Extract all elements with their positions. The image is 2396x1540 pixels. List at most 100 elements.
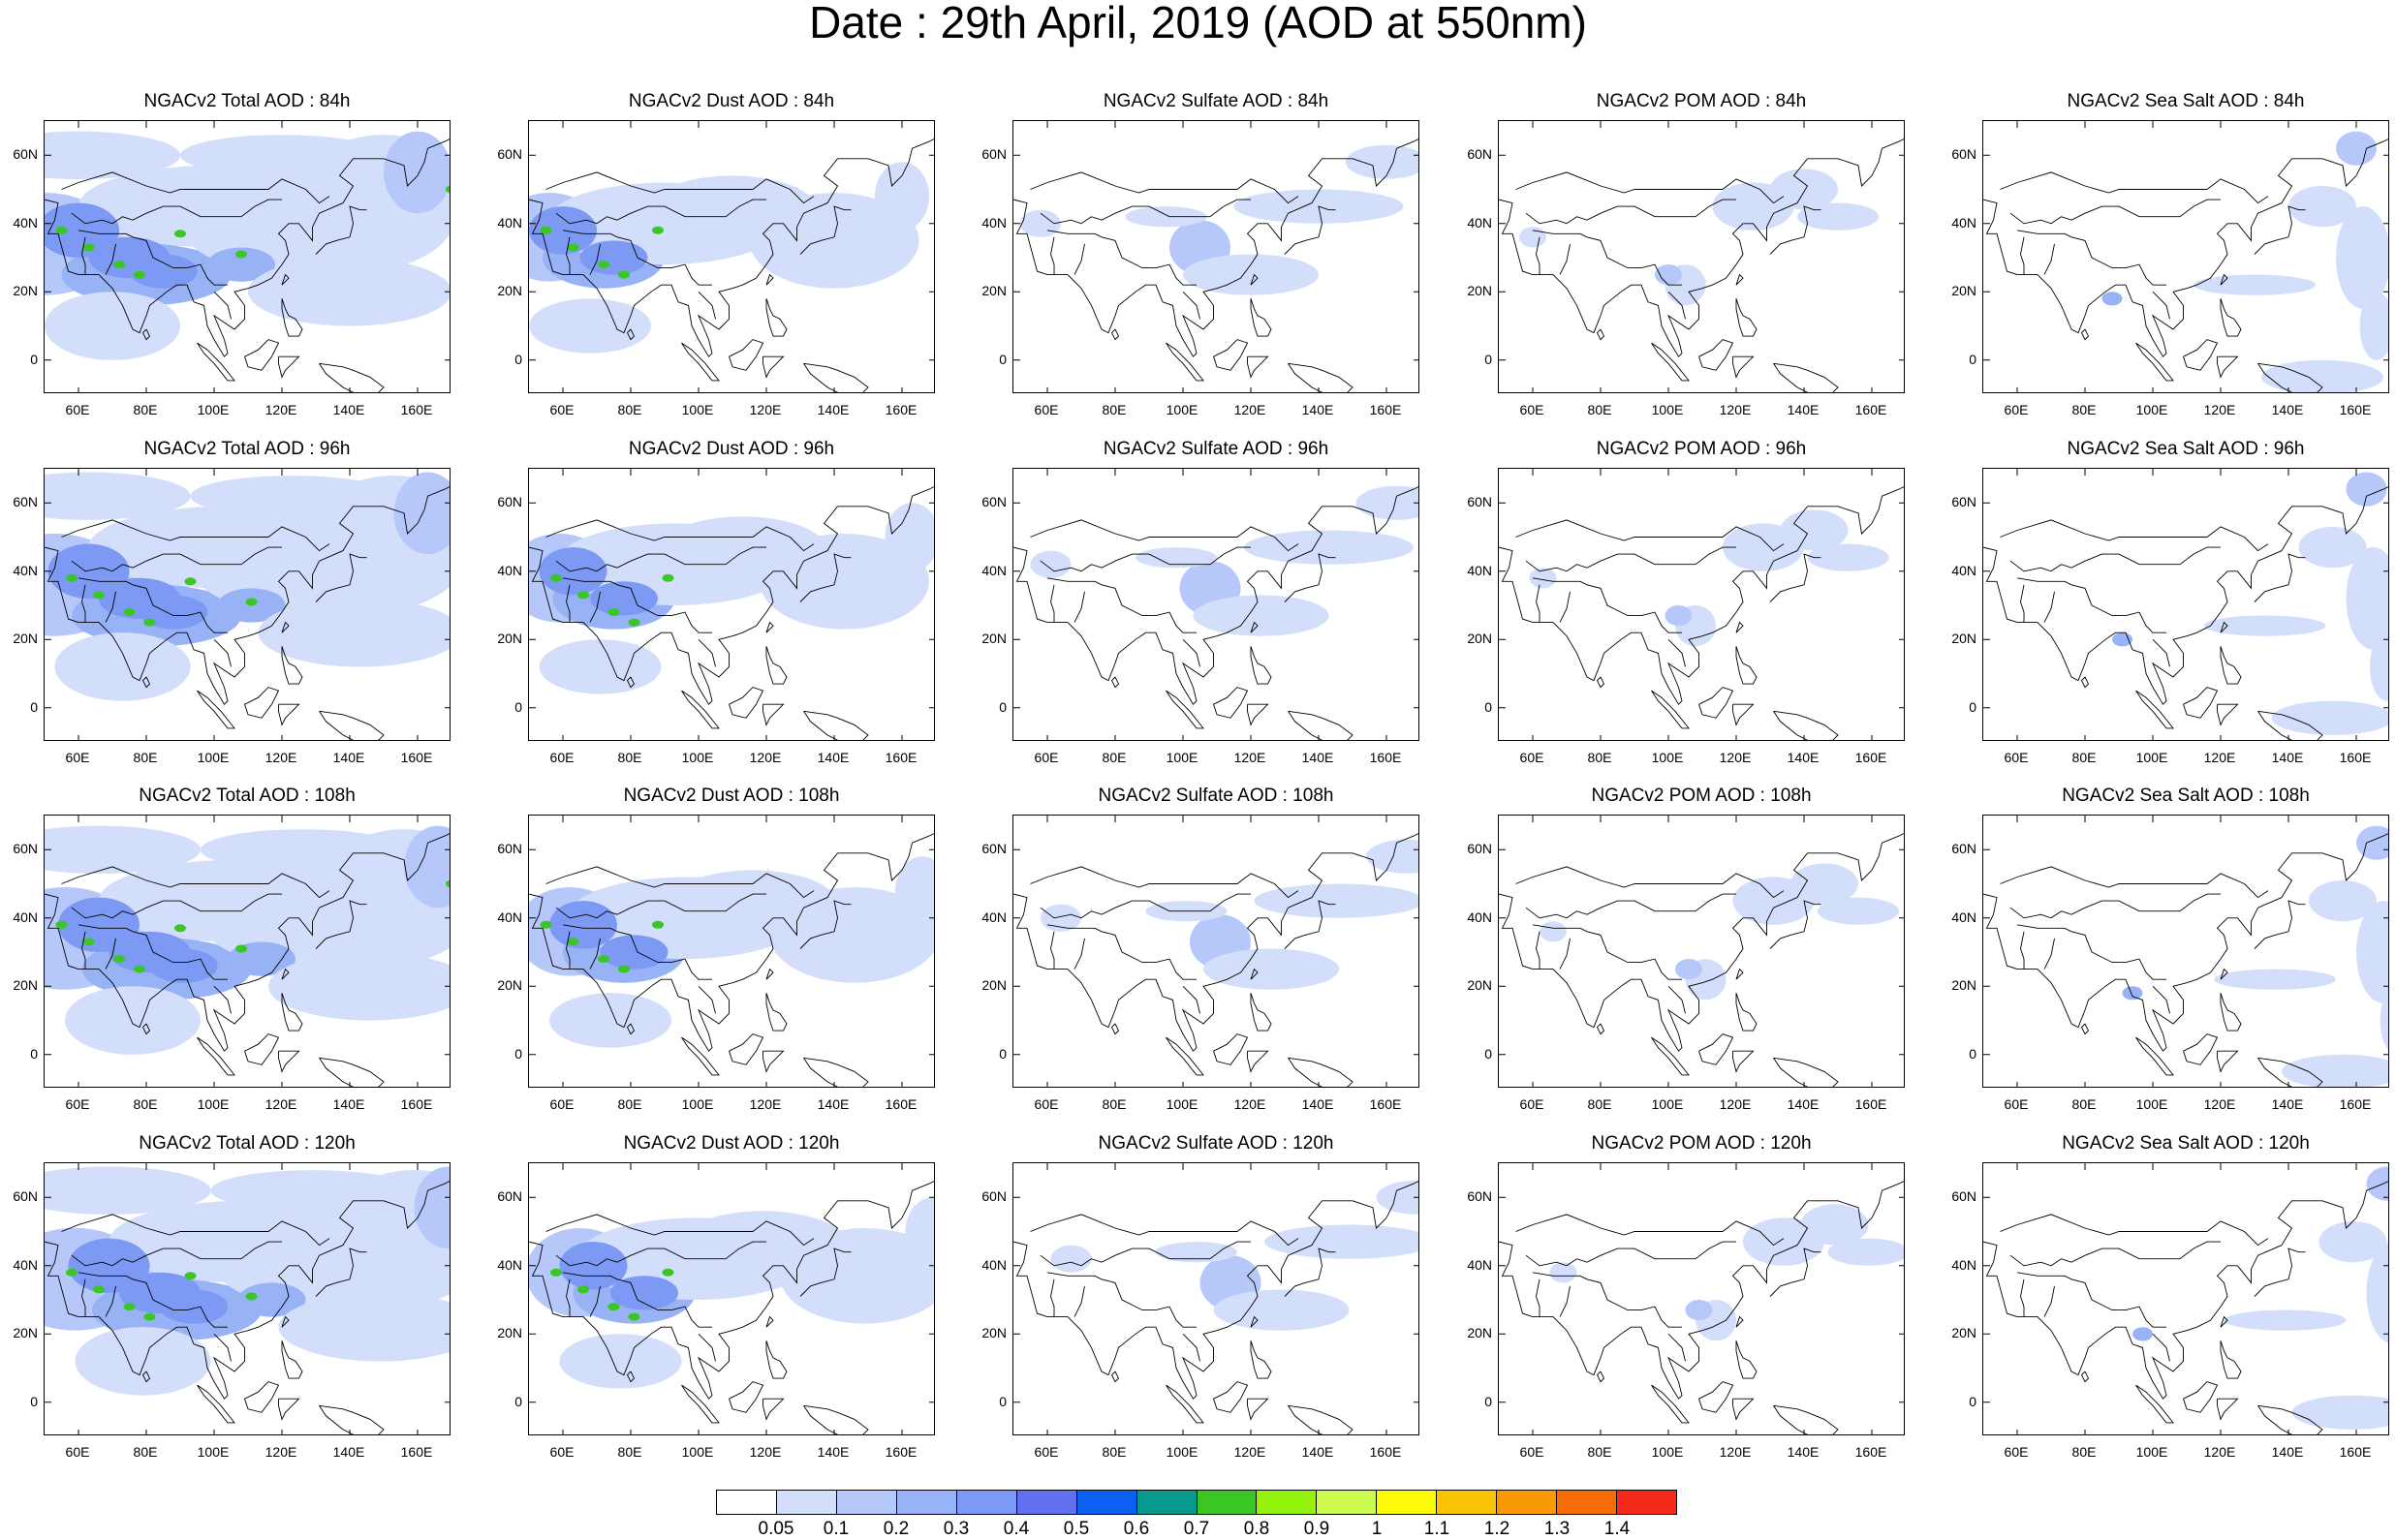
map-dust-3 bbox=[528, 1162, 935, 1435]
map-sulfate-0 bbox=[1012, 120, 1419, 393]
lat-tick-label: 40N bbox=[1467, 1256, 1492, 1273]
panel-title: NGACv2 POM AOD : 108h bbox=[1591, 785, 1812, 806]
lon-tick-label: 120E bbox=[2203, 1096, 2236, 1112]
lon-tick-label: 80E bbox=[1587, 402, 1612, 417]
map-sea-3 bbox=[1982, 1162, 2389, 1435]
colorbar-label: 0.05 bbox=[758, 1519, 794, 1539]
colorbar-label: 0.9 bbox=[1303, 1519, 1330, 1539]
lat-tick-label: 40N bbox=[1467, 909, 1492, 925]
lon-tick-label: 100E bbox=[1166, 402, 1198, 417]
colorbar-box bbox=[1557, 1491, 1618, 1514]
lat-tick-label: 40N bbox=[981, 214, 1007, 231]
lon-tick-label: 140E bbox=[2271, 402, 2304, 417]
lat-tick-label: 20N bbox=[13, 1325, 38, 1341]
lon-tick-label: 100E bbox=[197, 750, 230, 765]
lon-tick-label: 120E bbox=[749, 1096, 782, 1112]
lat-tick-label: 20N bbox=[981, 1325, 1007, 1341]
lat-tick-label: 40N bbox=[1951, 214, 1976, 231]
lon-tick-label: 60E bbox=[2004, 1444, 2029, 1460]
panel-title: NGACv2 Sulfate AOD : 84h bbox=[1103, 91, 1329, 111]
lat-tick-label: 40N bbox=[497, 214, 522, 231]
lon-tick-label: 140E bbox=[1787, 750, 1820, 765]
lon-tick-label: 80E bbox=[2071, 1444, 2097, 1460]
lon-tick-label: 80E bbox=[1102, 1096, 1127, 1112]
lon-tick-label: 140E bbox=[2271, 1096, 2304, 1112]
lon-tick-label: 160E bbox=[400, 1444, 433, 1460]
lon-tick-label: 120E bbox=[1719, 402, 1752, 417]
lat-tick-label: 20N bbox=[1951, 1325, 1976, 1341]
lat-tick-label: 40N bbox=[1951, 1256, 1976, 1273]
lon-tick-label: 120E bbox=[2203, 750, 2236, 765]
lat-tick-label: 0 bbox=[514, 1045, 522, 1062]
panel-title: NGACv2 Dust AOD : 84h bbox=[628, 91, 835, 111]
colorbar-label: 0.3 bbox=[943, 1519, 970, 1539]
colorbar-box bbox=[1016, 1491, 1077, 1514]
lat-tick-label: 40N bbox=[497, 562, 522, 578]
lat-tick-label: 20N bbox=[981, 977, 1007, 994]
colorbar-box bbox=[836, 1491, 897, 1514]
lon-tick-label: 160E bbox=[885, 402, 918, 417]
lat-tick-label: 60N bbox=[1467, 494, 1492, 510]
lat-tick-label: 0 bbox=[999, 698, 1007, 715]
lat-tick-label: 0 bbox=[1484, 1393, 1492, 1409]
lon-tick-label: 140E bbox=[332, 1444, 365, 1460]
panel-title: NGACv2 Total AOD : 84h bbox=[143, 91, 351, 111]
lon-tick-label: 100E bbox=[197, 1096, 230, 1112]
lon-tick-label: 100E bbox=[1166, 1444, 1198, 1460]
lat-tick-label: 60N bbox=[1951, 841, 1976, 857]
colorbar-box bbox=[1377, 1491, 1438, 1514]
lon-tick-label: 160E bbox=[1369, 402, 1402, 417]
lat-tick-label: 60N bbox=[13, 494, 38, 510]
panel-title: NGACv2 Total AOD : 96h bbox=[143, 439, 351, 459]
lat-tick-label: 60N bbox=[497, 146, 522, 163]
lat-tick-label: 20N bbox=[497, 283, 522, 299]
lon-tick-label: 120E bbox=[264, 750, 297, 765]
colorbar-box bbox=[1317, 1491, 1378, 1514]
lon-tick-label: 60E bbox=[65, 1096, 90, 1112]
lon-tick-label: 60E bbox=[549, 1444, 575, 1460]
lon-tick-label: 60E bbox=[1519, 750, 1544, 765]
lon-tick-label: 120E bbox=[1719, 1444, 1752, 1460]
lat-tick-label: 40N bbox=[1951, 909, 1976, 925]
lon-tick-label: 60E bbox=[549, 750, 575, 765]
map-total-0 bbox=[44, 120, 451, 393]
lon-tick-label: 120E bbox=[2203, 1444, 2236, 1460]
lat-tick-label: 40N bbox=[981, 562, 1007, 578]
lon-tick-label: 100E bbox=[2135, 1444, 2168, 1460]
lat-tick-label: 0 bbox=[1484, 698, 1492, 715]
map-sulfate-1 bbox=[1012, 468, 1419, 741]
colorbar-label: 1 bbox=[1371, 1519, 1383, 1539]
lon-tick-label: 140E bbox=[1301, 1444, 1334, 1460]
lat-tick-label: 60N bbox=[1467, 1188, 1492, 1205]
colorbar-label: 0.2 bbox=[883, 1519, 910, 1539]
lon-tick-label: 140E bbox=[332, 402, 365, 417]
lon-tick-label: 100E bbox=[1651, 1444, 1684, 1460]
lon-tick-label: 140E bbox=[1301, 402, 1334, 417]
lon-tick-label: 160E bbox=[400, 402, 433, 417]
lat-tick-label: 20N bbox=[1467, 631, 1492, 647]
lat-tick-label: 0 bbox=[999, 351, 1007, 367]
colorbar-box bbox=[1257, 1491, 1318, 1514]
lon-tick-label: 140E bbox=[332, 750, 365, 765]
lon-tick-label: 80E bbox=[1587, 750, 1612, 765]
lat-tick-label: 60N bbox=[13, 146, 38, 163]
lat-tick-label: 20N bbox=[13, 283, 38, 299]
lon-tick-label: 160E bbox=[1854, 750, 1887, 765]
lon-tick-label: 100E bbox=[1651, 750, 1684, 765]
colorbar-label: 0.8 bbox=[1243, 1519, 1270, 1539]
lat-tick-label: 60N bbox=[1951, 146, 1976, 163]
lon-tick-label: 160E bbox=[1369, 1444, 1402, 1460]
colorbar-label: 1.3 bbox=[1543, 1519, 1571, 1539]
lat-tick-label: 20N bbox=[1467, 283, 1492, 299]
lon-tick-label: 60E bbox=[1034, 402, 1059, 417]
lat-tick-label: 60N bbox=[981, 146, 1007, 163]
lat-tick-label: 40N bbox=[13, 562, 38, 578]
lat-tick-label: 0 bbox=[1969, 351, 1976, 367]
colorbar-box bbox=[896, 1491, 957, 1514]
lon-tick-label: 60E bbox=[65, 1444, 90, 1460]
lon-tick-label: 60E bbox=[2004, 1096, 2029, 1112]
panel-title: NGACv2 Sea Salt AOD : 96h bbox=[2067, 439, 2305, 459]
panel-title: NGACv2 POM AOD : 96h bbox=[1596, 439, 1807, 459]
lon-tick-label: 160E bbox=[1854, 402, 1887, 417]
map-total-3 bbox=[44, 1162, 451, 1435]
